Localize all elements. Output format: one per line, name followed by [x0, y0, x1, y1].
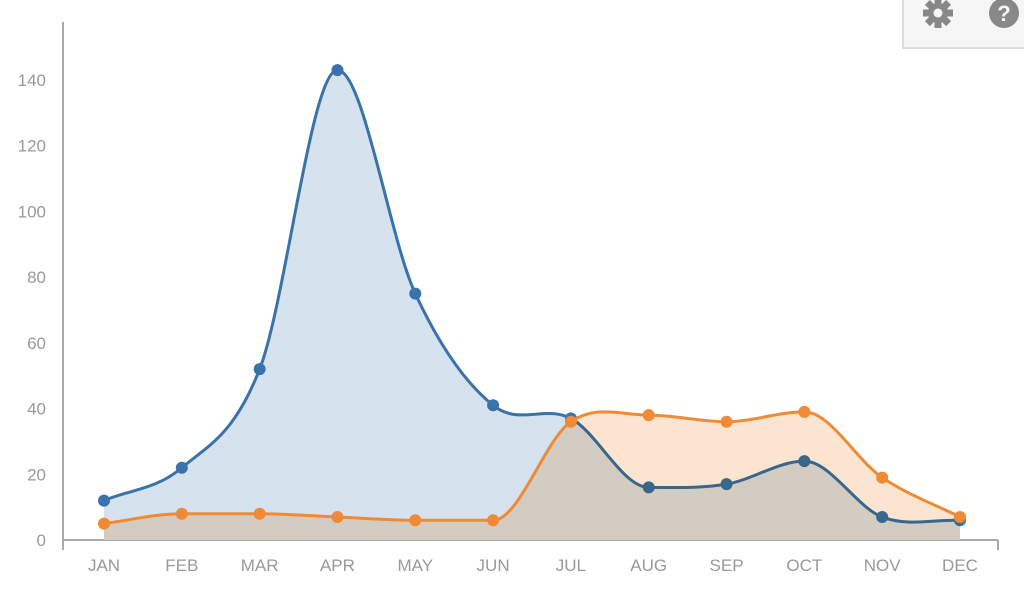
series-1-point [409, 287, 422, 300]
y-tick-label: 40 [27, 400, 46, 419]
svg-text:?: ? [997, 1, 1010, 26]
y-tick-label: 20 [27, 465, 46, 484]
y-tick-label: 120 [18, 137, 46, 156]
series-2-point [409, 514, 422, 527]
series-2-point [564, 415, 577, 428]
series-1-point [175, 461, 188, 474]
x-tick-label: MAR [241, 556, 279, 575]
x-tick-label: JUN [477, 556, 510, 575]
x-tick-label: APR [320, 556, 355, 575]
y-tick-label: 60 [27, 334, 46, 353]
y-tick-label: 0 [37, 531, 46, 550]
x-tick-label: FEB [165, 556, 198, 575]
series-1-point [98, 494, 110, 507]
x-tick-label: JAN [88, 556, 120, 575]
x-tick-label: NOV [864, 556, 902, 575]
x-tick-label: MAY [397, 556, 433, 575]
series-1-area [104, 70, 960, 541]
series-1-point [253, 363, 266, 376]
gear-icon[interactable] [920, 0, 956, 30]
series-2-point [98, 517, 110, 530]
y-tick-label: 100 [18, 202, 46, 221]
series-2-point [720, 415, 733, 428]
y-tick-label: 140 [18, 71, 46, 90]
series-2-point [954, 511, 966, 523]
x-tick-label: DEC [942, 556, 978, 575]
series-1-point [487, 399, 500, 412]
series-2-point [876, 471, 889, 484]
x-tick-label: AUG [630, 556, 667, 575]
x-tick-label: OCT [786, 556, 822, 575]
series-2-point [253, 507, 266, 520]
series-2-point [175, 507, 188, 520]
series-2-area [104, 411, 960, 540]
series-2-point [642, 409, 655, 422]
x-tick-label: JUL [556, 556, 586, 575]
series-2-point [487, 514, 500, 527]
chart-toolbar: ? [902, 0, 1024, 49]
series-2-point [798, 405, 811, 418]
y-tick-label: 80 [27, 268, 46, 287]
x-tick-label: SEP [710, 556, 744, 575]
help-icon[interactable]: ? [986, 0, 1022, 30]
series-1-point [331, 64, 344, 77]
series-2-point [331, 511, 344, 523]
